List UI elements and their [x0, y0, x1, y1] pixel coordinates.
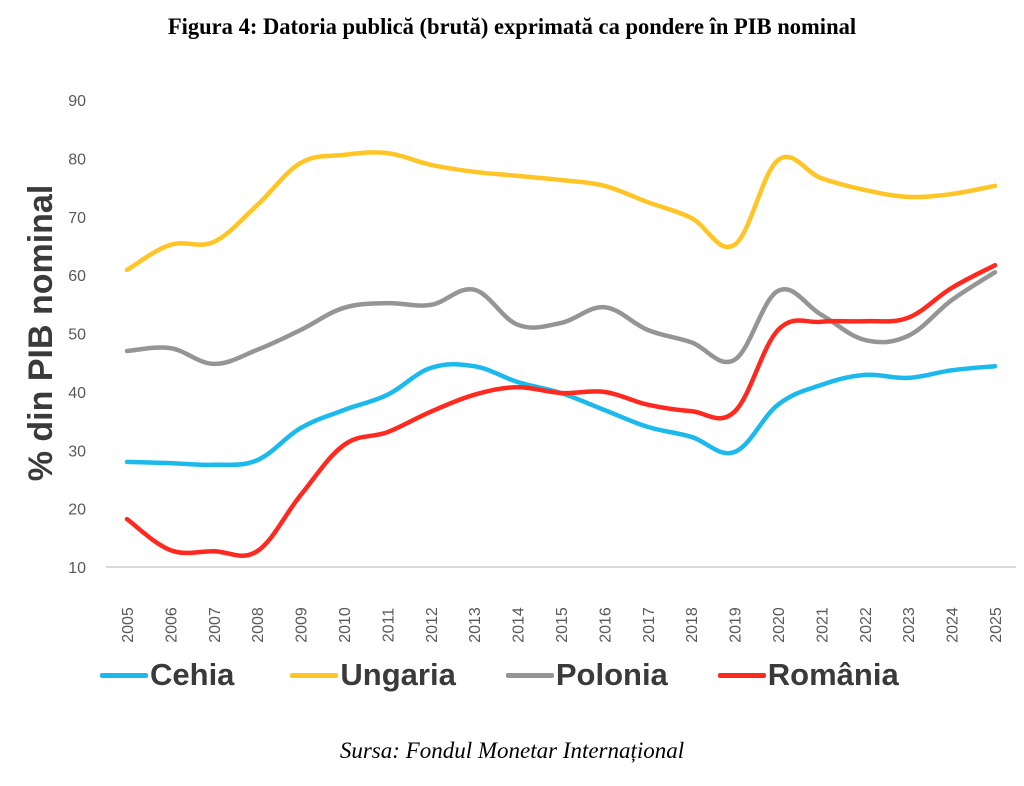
y-tick-label: 40	[68, 385, 86, 402]
x-tick-label: 2009	[294, 607, 311, 643]
x-tick-label: 2014	[511, 607, 528, 643]
x-tick-label: 2008	[250, 607, 267, 643]
series-line-romania	[124, 262, 998, 558]
x-tick-label: 2023	[901, 607, 918, 643]
x-tick-label: 2019	[728, 607, 745, 643]
y-tick-label: 50	[68, 327, 86, 344]
legend-swatch	[100, 672, 148, 678]
x-tick-label: 2005	[120, 607, 137, 643]
series-line-ungaria	[124, 150, 998, 273]
legend-label: România	[767, 657, 899, 692]
x-tick-label: 2016	[597, 607, 614, 643]
legend-item: Ungaria	[290, 657, 456, 693]
legend-swatch	[290, 672, 339, 678]
y-tick-label: 80	[68, 151, 86, 168]
y-tick-label: 90	[68, 93, 86, 110]
y-tick-label: 30	[68, 443, 86, 460]
legend-item: Polonia	[505, 657, 668, 693]
legend: Cehia Ungaria Polonia România	[100, 650, 980, 700]
y-axis-ticks: 10 20 30 40 50 60 70 80 90	[68, 93, 86, 577]
x-tick-label: 2011	[380, 608, 397, 643]
legend-label: Cehia	[150, 657, 235, 692]
y-axis-label: % din PIB nominal	[22, 185, 60, 482]
x-tick-label: 2012	[424, 607, 441, 643]
legend-swatch	[505, 672, 554, 678]
chart-title: Figura 4: Datoria publică (brută) exprim…	[167, 14, 857, 39]
x-tick-label: 2013	[467, 607, 484, 643]
x-tick-label: 2015	[554, 607, 571, 643]
y-tick-label: 60	[68, 268, 86, 285]
x-tick-label: 2020	[771, 607, 788, 643]
x-axis-ticks: 2005 2006 2007 2008 2009 2010 2011 2012 2013 2014…	[120, 607, 1005, 643]
legend-label: Polonia	[555, 657, 668, 692]
x-tick-label: 2006	[163, 607, 180, 643]
source-note: Sursa: Fondul Monetar Internațional	[339, 738, 685, 763]
series-line-cehia	[124, 361, 998, 468]
legend-swatch	[717, 672, 766, 678]
y-tick-label: 10	[68, 560, 86, 577]
x-tick-label: 2021	[814, 607, 831, 643]
x-tick-label: 2007	[207, 607, 224, 643]
series-lines	[124, 150, 998, 558]
legend-item: România	[717, 657, 899, 693]
series-line-polonia	[124, 269, 998, 367]
x-tick-label: 2017	[641, 607, 658, 643]
x-tick-label: 2010	[337, 607, 354, 643]
legend-item: Cehia	[100, 657, 234, 693]
x-tick-label: 2025	[988, 607, 1005, 643]
x-tick-label: 2018	[684, 607, 701, 643]
x-tick-label: 2024	[945, 607, 962, 643]
y-tick-label: 70	[68, 210, 86, 227]
legend-label: Ungaria	[340, 657, 456, 692]
x-tick-label: 2022	[858, 607, 875, 643]
y-tick-label: 20	[68, 502, 86, 519]
